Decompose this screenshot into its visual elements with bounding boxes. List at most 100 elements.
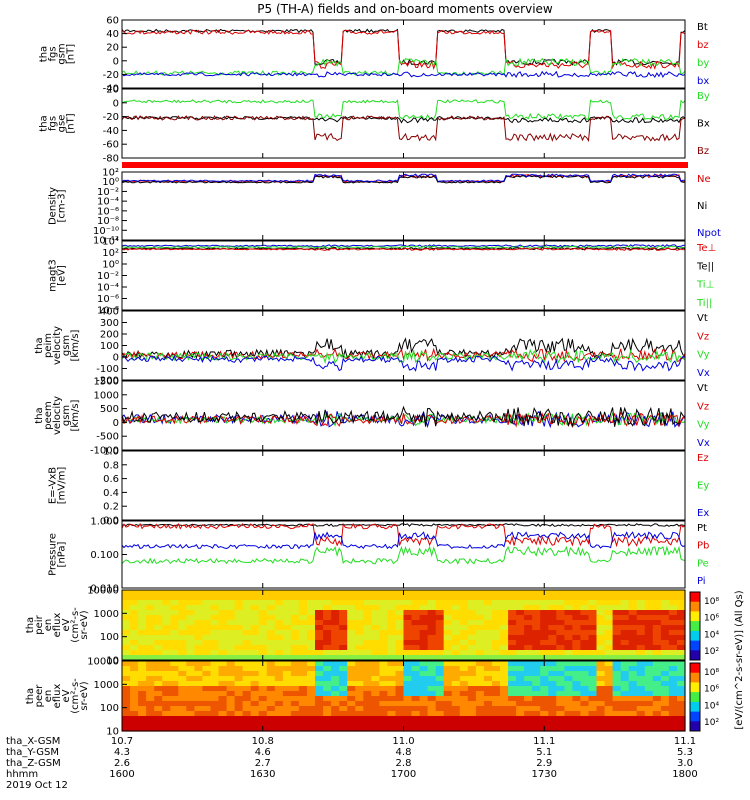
- heatmap-cell: [492, 726, 501, 732]
- heatmap-cell: [467, 605, 477, 611]
- heatmap-cell: [138, 595, 147, 601]
- heatmap-cell: [492, 696, 501, 702]
- heatmap-cell: [588, 590, 598, 596]
- heatmap-cell: [483, 630, 493, 636]
- heatmap-cell: [282, 691, 292, 697]
- heatmap-cell: [154, 600, 163, 606]
- heatmap-cell: [290, 666, 300, 672]
- heatmap-cell: [524, 640, 533, 646]
- heatmap-cell: [122, 605, 131, 611]
- heatmap-cell: [612, 686, 622, 692]
- heatmap-cell: [218, 625, 228, 631]
- heatmap-cell: [170, 640, 179, 646]
- heatmap-cell: [604, 655, 614, 661]
- heatmap-cell: [500, 721, 509, 727]
- legend-entry: Vy: [697, 420, 710, 431]
- heatmap-cell: [347, 686, 356, 692]
- colorbar-tick: 10²: [704, 718, 719, 728]
- heatmap-cell: [331, 691, 340, 697]
- heatmap-cell: [475, 696, 485, 702]
- heatmap-cell: [186, 620, 195, 626]
- heatmap-cell: [524, 655, 533, 661]
- heatmap-cell: [427, 716, 437, 722]
- heatmap-cell: [403, 630, 413, 636]
- heatmap-cell: [379, 681, 388, 687]
- heatmap-cell: [443, 676, 453, 682]
- heatmap-cell: [451, 661, 461, 667]
- heatmap-cell: [411, 686, 421, 692]
- heatmap-cell: [419, 645, 429, 651]
- heatmap-cell: [379, 706, 388, 712]
- heatmap-cell: [475, 706, 485, 712]
- heatmap-cell: [387, 691, 396, 697]
- heatmap-cell: [467, 676, 477, 682]
- heatmap-cell: [572, 701, 581, 707]
- series-Bt: [121, 28, 686, 66]
- heatmap-cell: [387, 666, 396, 672]
- heatmap-cell: [451, 590, 461, 596]
- heatmap-cell: [524, 681, 533, 687]
- heatmap-cell: [315, 676, 324, 682]
- heatmap-cell: [315, 716, 324, 722]
- heatmap-cell: [492, 645, 501, 651]
- heatmap-cell: [298, 625, 308, 631]
- heatmap-cell: [379, 600, 388, 606]
- heatmap-cell: [411, 666, 421, 672]
- heatmap-cell: [242, 676, 252, 682]
- heatmap-cell: [395, 605, 405, 611]
- heatmap-cell: [492, 655, 501, 661]
- heatmap-cell: [258, 686, 268, 692]
- heatmap-cell: [355, 706, 364, 712]
- heatmap-cell: [620, 716, 630, 722]
- heatmap-cell: [194, 706, 203, 712]
- heatmap-cell: [154, 620, 163, 626]
- heatmap-cell: [548, 676, 557, 682]
- heatmap-cell: [186, 666, 195, 672]
- heatmap-cell: [154, 721, 163, 727]
- heatmap-cell: [178, 590, 187, 596]
- heatmap-cell: [556, 650, 565, 656]
- heatmap-cell: [668, 590, 678, 596]
- heatmap-cell: [628, 726, 638, 732]
- heatmap-cell: [395, 595, 405, 601]
- heatmap-cell: [122, 610, 131, 616]
- heatmap-cell: [435, 691, 445, 697]
- heatmap-cell: [516, 701, 525, 707]
- y-axis-label: gse: [57, 115, 68, 133]
- heatmap-cell: [475, 650, 485, 656]
- heatmap-cell: [612, 600, 622, 606]
- heatmap-cell: [540, 721, 549, 727]
- heatmap-cell: [620, 691, 630, 697]
- heatmap-cell: [596, 716, 606, 722]
- heatmap-cell: [443, 726, 453, 732]
- heatmap-cell: [323, 595, 332, 601]
- heatmap-cell: [122, 676, 131, 682]
- heatmap-cell: [363, 625, 372, 631]
- heatmap-cell: [210, 666, 220, 672]
- heatmap-cell: [234, 590, 244, 596]
- heatmap-cell: [210, 645, 220, 651]
- heatmap-cell: [266, 716, 276, 722]
- heatmap-cell: [660, 635, 670, 641]
- heatmap-cell: [210, 600, 220, 606]
- heatmap-cell: [500, 615, 509, 621]
- heatmap-cell: [146, 661, 155, 667]
- heatmap-cell: [556, 595, 565, 601]
- heatmap-cell: [258, 701, 268, 707]
- heatmap-cell: [604, 721, 614, 727]
- heatmap-cell: [524, 701, 533, 707]
- y-axis-label: [nT]: [66, 113, 77, 133]
- heatmap-cell: [371, 600, 380, 606]
- heatmap-cell: [258, 610, 268, 616]
- heatmap-cell: [524, 625, 533, 631]
- heatmap-cell: [508, 615, 517, 621]
- heatmap-cell: [677, 676, 686, 682]
- heatmap-cell: [234, 655, 244, 661]
- heatmap-cell: [596, 681, 606, 687]
- heatmap-cell: [347, 605, 356, 611]
- y-axis-label: [mV/m]: [57, 467, 68, 505]
- heatmap-cell: [202, 595, 211, 601]
- heatmap-cell: [644, 701, 654, 707]
- heatmap-cell: [652, 615, 662, 621]
- heatmap-cell: [403, 635, 413, 641]
